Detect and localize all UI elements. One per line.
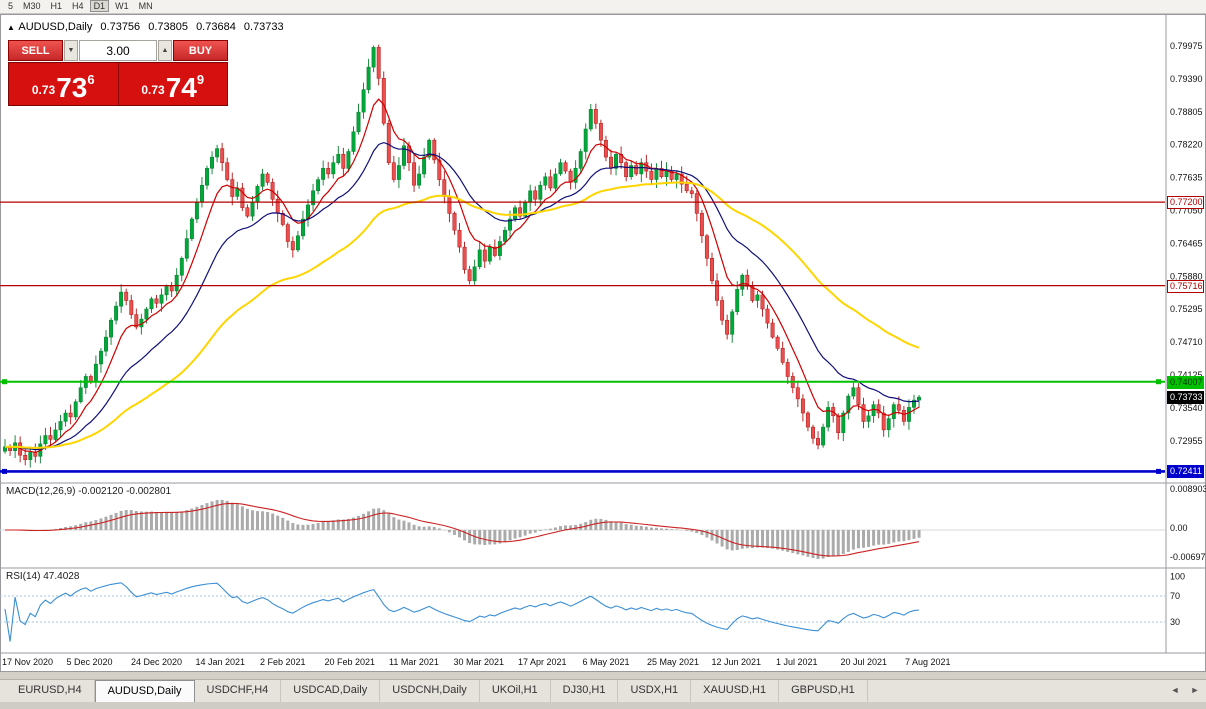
sell-price-display[interactable]: 0.73 73 6 bbox=[9, 63, 118, 105]
timeframe-toolbar: 5 M30 H1 H4 D1 W1 MN bbox=[0, 0, 1206, 14]
sell-price-big-digits: 73 bbox=[56, 72, 88, 103]
tab-scroll-controls: ◄ ► bbox=[1168, 685, 1202, 695]
timeframe-button-h4[interactable]: H4 bbox=[68, 0, 88, 12]
buy-price-pip-digit: 9 bbox=[196, 72, 205, 87]
ohlc-open-value: 0.73756 bbox=[100, 21, 141, 33]
volume-input[interactable] bbox=[79, 40, 157, 61]
sell-button[interactable]: SELL bbox=[8, 40, 63, 61]
current-price-label: 0.73733 bbox=[1167, 391, 1204, 405]
trade-controls-row: SELL ▼ ▲ BUY bbox=[8, 40, 228, 61]
timeframe-button-h1[interactable]: H1 bbox=[47, 0, 67, 12]
chart-tab-xauusd-h1[interactable]: XAUUSD,H1 bbox=[691, 680, 780, 702]
symbol-period-label: AUDUSD,Daily bbox=[18, 21, 93, 33]
macd-indicator-label: MACD(12,26,9) -0.002120 -0.002801 bbox=[6, 486, 172, 497]
chart-tab-audusd-daily[interactable]: AUDUSD,Daily bbox=[94, 680, 195, 702]
trade-price-row: 0.73 73 6 0.73 74 9 bbox=[8, 62, 228, 106]
chart-tab-bar: EURUSD,H4 AUDUSD,Daily USDCHF,H4 USDCAD,Dai… bbox=[0, 679, 1206, 702]
level-price-label: 0.77200 bbox=[1167, 196, 1204, 210]
status-bar bbox=[0, 702, 1206, 709]
chart-tab-usdchf-h4[interactable]: USDCHF,H4 bbox=[195, 680, 282, 702]
ohlc-close-value: 0.73733 bbox=[243, 21, 284, 33]
chart-tabs: EURUSD,H4 AUDUSD,Daily USDCHF,H4 USDCAD,Dai… bbox=[6, 680, 868, 702]
chart-marker-icon: ▲ bbox=[7, 23, 15, 32]
buy-button[interactable]: BUY bbox=[173, 40, 228, 61]
chart-tab-eurusd-h4[interactable]: EURUSD,H4 bbox=[6, 680, 95, 702]
chart-tab-usdcad-daily[interactable]: USDCAD,Daily bbox=[281, 680, 381, 702]
level-price-label: 0.74007 bbox=[1167, 375, 1204, 389]
one-click-trading-panel: SELL ▼ ▲ BUY 0.73 73 6 0.73 74 9 bbox=[8, 40, 228, 106]
level-price-label: 0.72411 bbox=[1167, 465, 1204, 479]
level-price-label: 0.75716 bbox=[1167, 279, 1204, 293]
timeframe-button-w1[interactable]: W1 bbox=[111, 0, 133, 12]
timeframe-button-m30[interactable]: M30 bbox=[19, 0, 45, 12]
volume-decrease-button[interactable]: ▼ bbox=[64, 40, 78, 61]
sell-price-pip-digit: 6 bbox=[87, 72, 95, 87]
chart-header: ▲ AUDUSD,Daily 0.73756 0.73805 0.73684 0… bbox=[7, 21, 289, 33]
chart-window[interactable] bbox=[0, 14, 1206, 672]
rsi-indicator-label: RSI(14) 47.4028 bbox=[6, 571, 80, 582]
chart-tab-usdx-h1[interactable]: USDX,H1 bbox=[618, 680, 692, 702]
tab-scroll-right-button[interactable]: ► bbox=[1190, 685, 1200, 695]
chart-tab-usdcnh-daily[interactable]: USDCNH,Daily bbox=[380, 680, 480, 702]
timeframe-button-mn[interactable]: MN bbox=[135, 0, 157, 12]
chart-tab-gbpusd-h1[interactable]: GBPUSD,H1 bbox=[779, 680, 868, 702]
ohlc-high-value: 0.73805 bbox=[148, 21, 188, 33]
chart-tab-ukoil-h1[interactable]: UKOil,H1 bbox=[480, 680, 551, 702]
timeframe-button-d1[interactable]: D1 bbox=[89, 0, 110, 12]
timeframe-button-5[interactable]: 5 bbox=[4, 0, 17, 12]
buy-price-big-digits: 74 bbox=[165, 72, 197, 103]
volume-increase-button[interactable]: ▲ bbox=[158, 40, 172, 61]
buy-price-display[interactable]: 0.73 74 9 bbox=[118, 63, 227, 105]
tab-scroll-left-button[interactable]: ◄ bbox=[1170, 685, 1180, 695]
ohlc-low-value: 0.73684 bbox=[196, 21, 236, 33]
chart-tab-dj30-h1[interactable]: DJ30,H1 bbox=[551, 680, 619, 702]
sell-price-prefix: 0.73 bbox=[31, 83, 56, 97]
buy-price-prefix: 0.73 bbox=[141, 83, 165, 97]
